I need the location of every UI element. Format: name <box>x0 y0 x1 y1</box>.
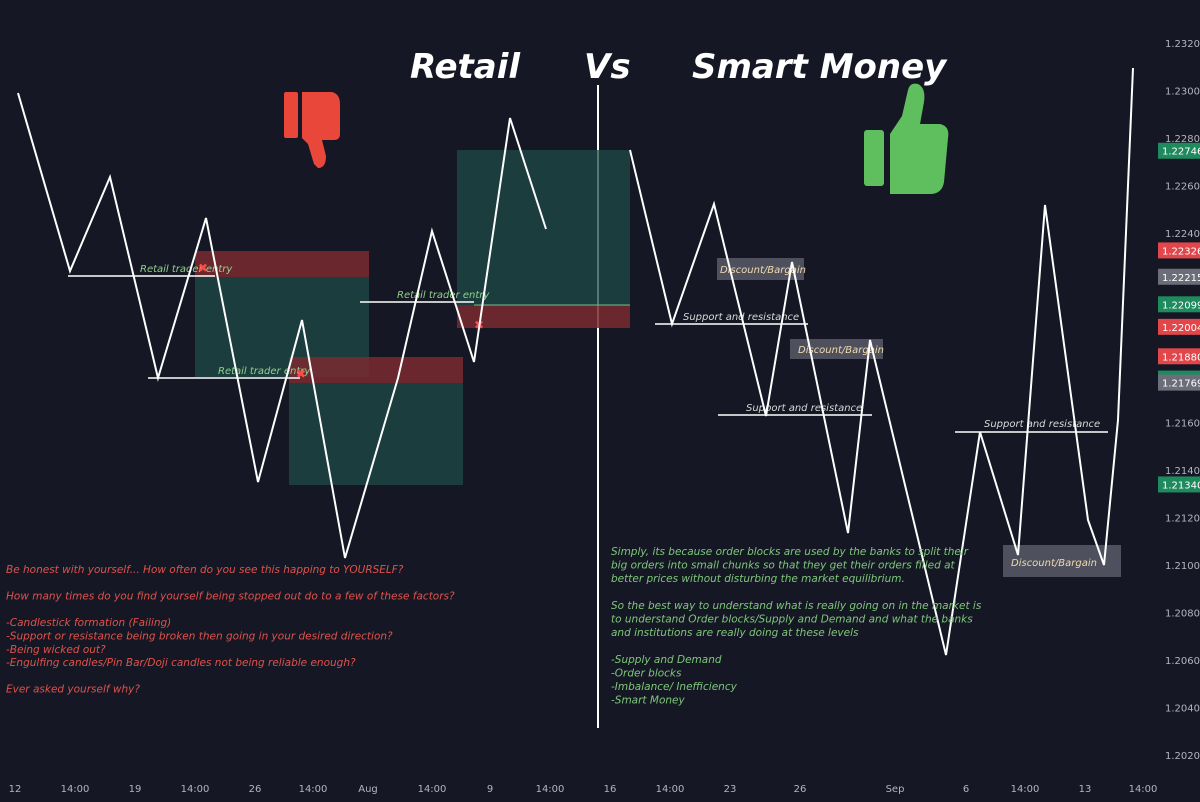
price-badge: 1.22326 <box>1158 242 1200 259</box>
price-tick: 1.21000 <box>1165 561 1200 572</box>
price-badge: 1.22004 <box>1158 318 1200 335</box>
price-tick: 1.23200 <box>1165 39 1200 50</box>
price-tick: 1.21600 <box>1165 419 1200 430</box>
retail-price-line <box>17 92 547 559</box>
price-tick: 1.22800 <box>1165 134 1200 145</box>
time-tick: Sep <box>886 784 905 795</box>
title-retail: Retail <box>410 47 521 87</box>
fail-marker-1: ✖ <box>198 261 208 275</box>
sr-label-2: Support and resistance <box>746 403 862 414</box>
time-axis: 12 14:00 19 14:00 26 14:00 Aug 14:00 9 14:00 16 14:… <box>9 784 1158 795</box>
fail-marker-2: ✖ <box>296 367 306 381</box>
svg-text:1.22004: 1.22004 <box>1162 323 1200 334</box>
svg-text:1.21880: 1.21880 <box>1162 352 1200 363</box>
time-tick: Aug <box>358 784 378 795</box>
discount-box-2 <box>790 339 883 359</box>
price-tick: 1.20600 <box>1165 656 1200 667</box>
svg-text:1.21769: 1.21769 <box>1162 379 1200 390</box>
svg-text:1.22746: 1.22746 <box>1162 147 1200 158</box>
retail-entry-label-3: Retail trader entry <box>397 290 490 301</box>
svg-text:1.21340: 1.21340 <box>1162 480 1200 491</box>
time-tick: 14:00 <box>61 784 90 795</box>
time-tick: 14:00 <box>536 784 565 795</box>
time-tick: 14:00 <box>181 784 210 795</box>
discount-label-1: Discount/Bargain <box>720 265 806 276</box>
time-tick: 23 <box>724 784 737 795</box>
discount-box-1 <box>717 258 804 280</box>
demand-zone-2 <box>289 383 463 485</box>
sr-label-3: Support and resistance <box>984 419 1100 430</box>
time-tick: 26 <box>249 784 262 795</box>
price-tick: 1.22600 <box>1165 181 1200 192</box>
price-axis: 1.23200 1.23000 1.22800 1.22600 1.22400 1.222… <box>1165 39 1200 762</box>
thumbs-up-icon <box>864 83 949 194</box>
time-tick: 14:00 <box>656 784 685 795</box>
discount-label-3: Discount/Bargain <box>1011 558 1097 569</box>
title-smart-money: Smart Money <box>692 47 948 87</box>
retail-entry-label-1: Retail trader entry <box>140 264 233 275</box>
price-tick: 1.22400 <box>1165 229 1200 240</box>
price-tick: 1.21200 <box>1165 514 1200 525</box>
time-tick: 14:00 <box>299 784 328 795</box>
time-tick: 9 <box>487 784 493 795</box>
discount-box-3 <box>1003 545 1121 577</box>
price-badge: 1.22099 <box>1158 296 1200 313</box>
time-tick: 16 <box>604 784 617 795</box>
discount-label-2: Discount/Bargain <box>798 345 884 356</box>
demand-zone-3 <box>457 150 630 305</box>
price-tick: 1.20800 <box>1165 609 1200 620</box>
price-badge: 1.21769 <box>1158 374 1200 391</box>
time-tick: 13 <box>1079 784 1092 795</box>
price-badges: 1.22746 1.22326 1.22215 1.22099 1.22004 1.218… <box>1158 142 1200 493</box>
price-tick: 1.20400 <box>1165 704 1200 715</box>
supply-zone-3 <box>457 305 630 328</box>
smart-money-price-line <box>629 67 1134 656</box>
retail-entry-label-2: Retail trader entry <box>218 366 311 377</box>
price-badge: 1.22746 <box>1158 142 1200 159</box>
svg-text:1.22099: 1.22099 <box>1162 300 1200 311</box>
time-tick: 6 <box>963 784 969 795</box>
title-vs: Vs <box>584 47 631 87</box>
price-tick: 1.23000 <box>1165 86 1200 97</box>
time-tick: 14:00 <box>1011 784 1040 795</box>
supply-zone-2 <box>289 357 463 383</box>
time-tick: 14:00 <box>418 784 447 795</box>
svg-text:1.22326: 1.22326 <box>1162 246 1200 257</box>
time-tick: 26 <box>794 784 807 795</box>
price-tick: 1.21400 <box>1165 466 1200 477</box>
price-badge: 1.21880 <box>1158 348 1200 365</box>
time-tick: 19 <box>129 784 142 795</box>
time-tick: 14:00 <box>1129 784 1158 795</box>
price-badge: 1.21340 <box>1158 476 1200 493</box>
price-badge: 1.22215 <box>1158 268 1200 285</box>
supply-zone-1 <box>195 251 369 277</box>
svg-text:1.22215: 1.22215 <box>1162 273 1200 284</box>
time-tick: 12 <box>9 784 22 795</box>
smart-money-notes: Simply, its because order blocks are use… <box>611 546 982 707</box>
retail-notes: Be honest with yourself... How often do … <box>6 564 455 696</box>
price-tick: 1.20200 <box>1165 751 1200 762</box>
thumbs-down-icon <box>284 92 340 168</box>
